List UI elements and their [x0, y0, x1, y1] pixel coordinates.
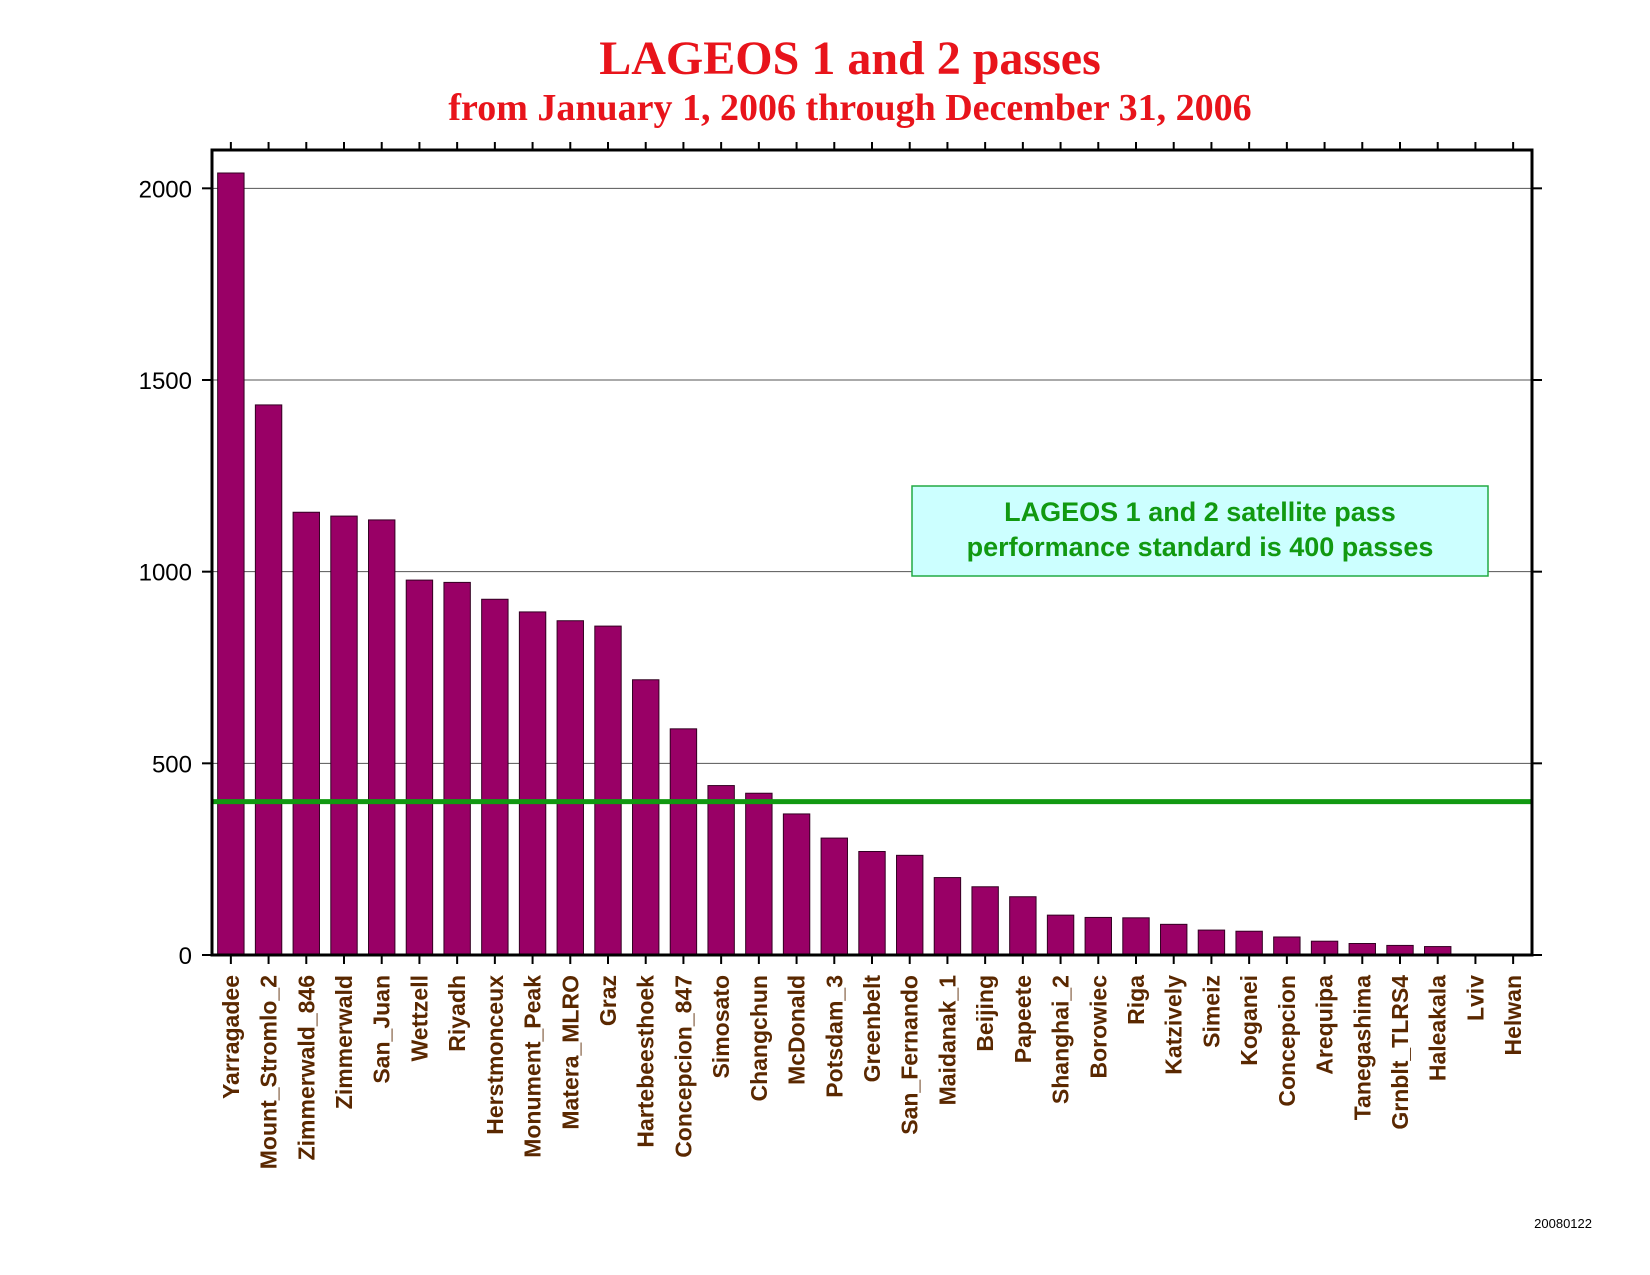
x-tick-label: Haleakala: [1425, 975, 1451, 1081]
bar-mount-stromlo-2: [254, 404, 283, 956]
x-tick-label: Monument_Peak: [520, 975, 546, 1158]
bar-concepcion-847: [669, 728, 698, 956]
bar-concepcion: [1273, 936, 1301, 956]
bar-riga: [1122, 917, 1150, 956]
x-tick-label: Arequipa: [1312, 975, 1338, 1075]
bar-san-juan: [368, 519, 396, 956]
footer-date-code: 20080122: [1534, 1216, 1592, 1231]
bar-wettzell: [405, 579, 434, 956]
axis-ticks: [202, 142, 1542, 964]
bar-zimmerwald-846: [292, 511, 320, 956]
chart-subtitle: from January 1, 2006 through December 31…: [448, 87, 1251, 129]
x-tick-label: Zimmerwald: [331, 975, 357, 1109]
x-tick-label: Simeiz: [1198, 975, 1224, 1048]
x-tick-label: Mount_Stromlo_2: [256, 975, 282, 1169]
y-tick-label: 2000: [139, 176, 192, 203]
x-tick-label: Borowiec: [1085, 975, 1111, 1079]
bar-shanghai-2: [1046, 914, 1075, 956]
x-tick-label: Tanegashima: [1349, 975, 1375, 1120]
bar-mcdonald: [782, 813, 811, 956]
bar-potsdam-3: [820, 837, 848, 956]
x-tick-label: Grnblt_TLRS4: [1387, 975, 1413, 1130]
x-tick-label: Matera_MLRO: [557, 975, 583, 1130]
x-tick-label: Shanghai_2: [1048, 975, 1074, 1104]
annotation-box: [911, 485, 1489, 577]
bar-matera-mlro: [556, 620, 584, 956]
performance-standard-annotation: LAGEOS 1 and 2 satellite pass performanc…: [911, 485, 1489, 577]
x-tick-label: McDonald: [784, 975, 810, 1085]
bar-graz: [594, 625, 622, 956]
bar-tanegashima: [1348, 943, 1376, 956]
x-tick-label: Concepcion: [1274, 975, 1300, 1107]
bar-maidanak-1: [933, 877, 962, 956]
bar-san-fernando: [896, 854, 924, 956]
x-tick-label: Zimmerwald_846: [293, 975, 319, 1160]
x-tick-label: Riga: [1123, 975, 1149, 1025]
annotation-line-1: LAGEOS 1 and 2 satellite pass: [1004, 497, 1396, 527]
bar-hartebeesthoek: [632, 679, 660, 956]
y-tick-label: 1000: [139, 560, 192, 587]
x-tick-label: Katzively: [1161, 975, 1187, 1075]
x-tick-label: Greenbelt: [859, 975, 885, 1083]
x-tick-label: San_Juan: [369, 975, 395, 1084]
bar-riyadh: [443, 581, 471, 956]
x-tick-label: Maidanak_1: [934, 975, 960, 1106]
x-tick-label: Simosato: [708, 975, 734, 1079]
x-tick-label: Papeete: [1010, 975, 1036, 1063]
x-tick-label: Potsdam_3: [821, 975, 847, 1098]
x-tick-label: Yarragadee: [218, 975, 244, 1099]
x-tick-label: Concepcion_847: [670, 975, 696, 1158]
bar-greenbelt: [858, 851, 886, 956]
x-tick-label: Koganei: [1236, 975, 1262, 1066]
bar-simosato: [707, 785, 735, 956]
bar-katzively: [1160, 923, 1188, 956]
bar-changchun: [745, 792, 773, 956]
y-tick-label: 1500: [139, 368, 192, 395]
bar-papeete: [1009, 896, 1037, 956]
chart-title: LAGEOS 1 and 2 passes: [599, 32, 1101, 85]
bar-herstmonceux: [481, 598, 509, 956]
x-tick-label: San_Fernando: [897, 975, 923, 1135]
bar-arequipa: [1310, 940, 1339, 956]
bar-borowiec: [1084, 916, 1112, 956]
x-tick-label: Wettzell: [406, 975, 432, 1061]
bar-simeiz: [1197, 929, 1226, 956]
x-axis-tick-labels: Yarragadee Mount_Stromlo_2 Zimmerwald_846 Z…: [218, 975, 1526, 1170]
x-tick-label: Beijing: [972, 975, 998, 1052]
x-tick-label: Helwan: [1500, 975, 1526, 1056]
bar-yarragadee: [217, 172, 245, 956]
x-tick-label: Graz: [595, 975, 621, 1026]
y-tick-label: 500: [152, 751, 192, 778]
bar-monument-peak: [518, 611, 547, 956]
y-tick-label: 0: [179, 943, 192, 970]
x-tick-label: Herstmonceux: [482, 975, 508, 1135]
y-axis-tick-labels: 0 500 1000 1500 2000: [139, 176, 192, 970]
annotation-line-2: performance standard is 400 passes: [967, 532, 1434, 562]
x-tick-label: Riyadh: [444, 975, 470, 1052]
x-tick-label: Hartebeesthoek: [633, 975, 659, 1148]
x-tick-label: Lviv: [1462, 975, 1488, 1021]
bar-zimmerwald: [330, 515, 358, 956]
bar-beijing: [971, 886, 999, 956]
bar-koganei: [1235, 930, 1263, 956]
x-tick-label: Changchun: [746, 975, 772, 1102]
